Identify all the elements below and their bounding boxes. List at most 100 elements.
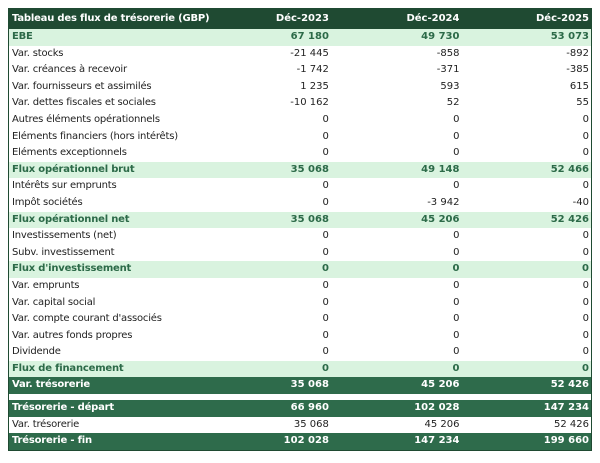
cell-value: 0 [322,130,329,142]
cell-value: 102 028 [283,435,329,447]
cell-value: 0 [453,230,460,242]
cell-value: 35 068 [293,418,329,430]
table-row: Eléments financiers (hors intérêts) 0 0 0 [9,129,591,146]
table-row: Var. capital social 0 0 0 [9,295,591,312]
cell-value: 0 [322,113,329,125]
cell-value: 0 [453,279,460,291]
cell-value: 0 [582,313,589,325]
cell-value: 35 068 [290,213,329,225]
cell-value: 0 [582,279,589,291]
row-label: Flux opérationnel brut [12,163,135,175]
cell-value: 147 234 [543,402,589,414]
row-label: Intérêts sur emprunts [12,180,117,192]
row-label: Impôt sociétés [12,196,83,208]
cell-value: 49 730 [421,31,460,42]
row-label: EBE [12,31,33,42]
cell-value: 147 234 [414,435,460,447]
row-label: Var. trésorerie [12,418,80,430]
cell-value: 66 960 [290,402,329,414]
cell-value: 52 426 [550,379,589,391]
table-total-row: Trésorerie - fin 102 028 147 234 199 660 [9,433,591,450]
table-row: Autres éléments opérationnels 0 0 0 [9,112,591,129]
cell-value: 0 [452,263,460,275]
cell-value: -3 942 [427,196,460,208]
cell-value: 45 206 [424,418,460,430]
cell-value: 0 [453,246,460,258]
row-label: Var. fournisseurs et assimilés [12,80,152,92]
table-row: Dividende 0 0 0 [9,344,591,361]
row-label: Autres éléments opérationnels [12,113,160,125]
table-header: Tableau des flux de trésorerie (GBP) Déc… [9,8,591,29]
row-label: Flux d'investissement [12,263,132,275]
table-total-row: EBE 67 180 49 730 53 073 [9,29,591,46]
cell-value: 0 [453,113,460,125]
cell-value: 0 [453,296,460,308]
table-row: Var. dettes fiscales et sociales -10 162 5… [9,95,591,112]
cell-value: 55 [576,97,589,109]
cell-value: 0 [582,263,589,275]
cell-value: 0 [582,180,589,192]
table-row: Eléments exceptionnels 0 0 0 [9,145,591,162]
cell-value: 0 [452,362,460,374]
cell-value: 0 [582,230,589,242]
row-label: Var. stocks [12,47,64,59]
cell-value: -1 742 [296,64,329,76]
cell-value: 0 [322,196,329,208]
cell-value: 0 [582,113,589,125]
row-label: Var. trésorerie [12,379,90,391]
cell-value: 102 028 [414,402,460,414]
cell-value: 0 [453,329,460,341]
cell-value: 67 180 [290,31,329,42]
row-label: Eléments exceptionnels [12,147,127,159]
table-row: Subv. investissement 0 0 0 [9,245,591,262]
cell-value: 0 [582,362,589,374]
cell-value: -858 [436,47,460,59]
cell-value: 0 [322,346,329,358]
cell-value: 52 466 [550,163,589,175]
row-label: Trésorerie - départ [12,402,114,414]
row-label: Trésorerie - fin [12,435,92,447]
table-row: Var. stocks -21 445 -858 -892 [9,46,591,63]
cell-value: 1 235 [300,80,329,92]
row-label: Subv. investissement [12,246,115,258]
column-header: Déc-2023 [275,13,329,24]
cell-value: 615 [569,80,589,92]
cell-value: 49 148 [421,163,460,175]
table-total-row: Flux opérationnel brut 35 068 49 148 52 466 [9,161,591,179]
cell-value: -10 162 [290,97,329,109]
cell-value: 199 660 [543,435,589,447]
table-row: Investissements (net) 0 0 0 [9,228,591,245]
cell-value: 0 [582,147,589,159]
row-label: Var. capital social [12,296,96,308]
cell-value: 0 [453,313,460,325]
cell-value: 0 [322,147,329,159]
table-row: Var. créances à recevoir -1 742 -371 -385 [9,62,591,79]
cell-value: 45 206 [421,379,460,391]
row-label: Var. compte courant d'associés [12,313,162,325]
cell-value: 0 [322,313,329,325]
row-label: Var. autres fonds propres [12,329,133,341]
table-row: Var. trésorerie 35 068 45 206 52 426 [9,417,591,434]
table-total-row: Flux opérationnel net 35 068 45 206 52 426 [9,211,591,229]
cell-value: 35 068 [290,379,329,391]
cell-value: 52 426 [550,213,589,225]
table-row: Impôt sociétés 0 -3 942 -40 [9,195,591,212]
row-label: Flux opérationnel net [12,213,130,225]
cell-value: 0 [322,180,329,192]
cell-value: 0 [453,147,460,159]
table-title: Tableau des flux de trésorerie (GBP) [12,13,210,24]
cell-value: 45 206 [421,213,460,225]
row-label: Flux de financement [12,362,124,374]
spacer [9,394,591,401]
cell-value: -371 [436,64,460,76]
column-header: Déc-2025 [536,13,589,24]
cell-value: 0 [322,329,329,341]
cash-flow-table: Tableau des flux de trésorerie (GBP) Déc… [8,8,592,451]
cell-value: -385 [566,64,589,76]
table-total-row: Flux de financement 0 0 0 [9,360,591,378]
table-total-row: Trésorerie - départ 66 960 102 028 147 234 [9,400,591,417]
row-label: Var. dettes fiscales et sociales [12,97,156,109]
cell-value: -40 [572,196,589,208]
row-label: Var. créances à recevoir [12,64,127,76]
cell-value: 0 [453,130,460,142]
